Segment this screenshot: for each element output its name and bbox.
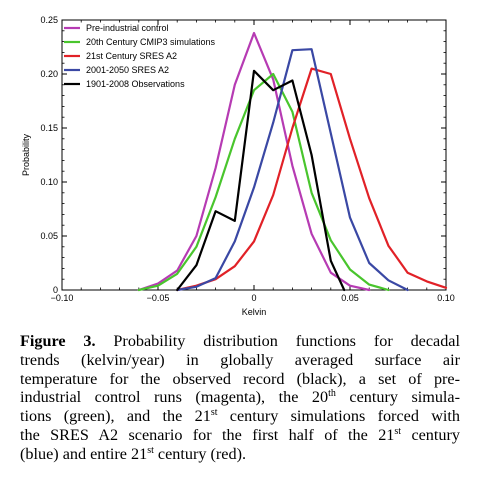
series-line-3 bbox=[176, 67, 448, 292]
caption-line: temperature for the observed record (bla… bbox=[20, 369, 460, 388]
x-tick-label: 0.10 bbox=[437, 293, 455, 303]
probability-figure: −0.10 −0.05 0 0.05 0.10 0 0.05 0.10 0.15 0.20 0.25… bbox=[21, 15, 455, 317]
x-tick-label: 0.05 bbox=[341, 293, 359, 303]
caption-line: (blue) and entire 21st century (red). bbox=[20, 444, 247, 463]
x-tick-label: −0.10 bbox=[51, 293, 74, 303]
x-axis-label: Kelvin bbox=[242, 307, 267, 317]
caption-line: trends (kelvin/year) in globally average… bbox=[20, 350, 460, 369]
caption-line: Figure 3. Probability distribution funct… bbox=[20, 332, 460, 350]
series-line-5 bbox=[176, 69, 346, 292]
y-tick-label: 0.20 bbox=[40, 69, 58, 79]
y-axis-label: Probability bbox=[21, 133, 31, 176]
superscript: st bbox=[147, 444, 154, 456]
caption-line: tions (green), and the 21st century simu… bbox=[20, 407, 460, 426]
figure-caption: Figure 3. Probability distribution funct… bbox=[20, 332, 460, 464]
y-tick-label: 0.25 bbox=[40, 15, 58, 25]
legend: Pre-industrial control 20th Century CMIP3… bbox=[64, 23, 216, 89]
figure-label: Figure 3. bbox=[20, 332, 96, 350]
superscript: th bbox=[328, 388, 336, 400]
x-tick-label: 0 bbox=[251, 293, 256, 303]
series-line-2 bbox=[137, 72, 390, 292]
caption-line: industrial control runs (magenta), the 2… bbox=[20, 388, 461, 407]
series-line-4 bbox=[176, 48, 409, 292]
series-line-1 bbox=[137, 31, 371, 292]
legend-entry: 20th Century CMIP3 simulations bbox=[86, 37, 216, 47]
superscript: st bbox=[210, 407, 218, 419]
legend-entry: 1901-2008 Observations bbox=[86, 79, 185, 89]
caption-line: the SRES A2 scenario for the first half … bbox=[20, 425, 460, 444]
y-tick-label: 0.15 bbox=[40, 123, 58, 133]
legend-entry: 2001-2050 SRES A2 bbox=[86, 65, 169, 75]
y-tick-label: 0 bbox=[53, 285, 58, 295]
probability-chart: −0.10 −0.05 0 0.05 0.10 0 0.05 0.10 0.15 0.20 0.25… bbox=[21, 15, 455, 317]
y-tick-label: 0.05 bbox=[40, 231, 58, 241]
legend-entry: 21st Century SRES A2 bbox=[86, 51, 177, 61]
legend-entry: Pre-industrial control bbox=[86, 23, 169, 33]
superscript: st bbox=[394, 425, 402, 437]
x-tick-label: −0.05 bbox=[147, 293, 170, 303]
y-tick-label: 0.10 bbox=[40, 177, 58, 187]
